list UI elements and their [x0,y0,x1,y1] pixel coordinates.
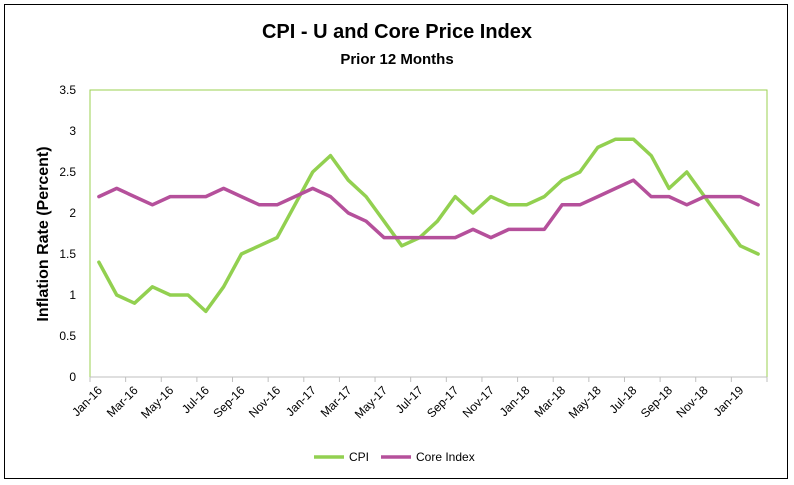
series-layer [97,137,760,314]
legend-label: CPI [349,450,369,464]
chart-frame [4,4,788,479]
x-tick-label: May-17 [352,383,390,421]
y-tick-label: 2 [69,206,76,220]
x-tick-label: Mar-17 [318,383,355,420]
x-tick-label: Jan-19 [711,383,747,419]
y-tick-label: 2.5 [59,165,76,179]
legend-label: Core Index [416,450,475,464]
y-tick-label: 3.5 [59,83,76,97]
x-tick-label: Jan-17 [283,383,319,419]
y-tick-label: 0.5 [59,329,76,343]
y-axis-label: Inflation Rate (Percent) [35,146,52,321]
series-line-cpi [97,137,760,314]
x-tick-label: Mar-16 [104,383,141,420]
y-tick-label: 1.5 [59,247,76,261]
y-axis-ticks: 0 0.5 1 1.5 2 2.5 3 3.5 [59,83,76,384]
x-tick-label: Sep-16 [210,383,247,420]
chart-subtitle: Prior 12 Months [340,51,453,68]
x-tick-label: Sep-18 [638,383,675,420]
chart-title: CPI - U and Core Price Index [262,21,532,43]
x-tick-label: Mar-18 [531,383,568,420]
x-tick-label: Nov-16 [246,383,283,420]
x-tick-label: Jan-16 [69,383,105,419]
x-tick-label: Jul-16 [179,383,212,416]
y-tick-label: 1 [69,288,76,302]
x-tick-label: Jan-18 [497,383,533,419]
x-tick-label: Sep-17 [424,383,461,420]
x-tick-label: May-16 [138,383,176,421]
x-tick-label: Jul-17 [393,383,426,416]
plot-area [89,89,768,378]
y-tick-label: 3 [69,124,76,138]
y-tick-label: 0 [69,370,76,384]
x-tick-label: Nov-17 [460,383,497,420]
series-line-core-index [97,178,760,240]
x-tick-label: Nov-18 [674,383,711,420]
x-tick-label: Jul-18 [606,383,639,416]
x-tick-label: May-18 [566,383,604,421]
legend: CPI Core Index [314,450,475,464]
